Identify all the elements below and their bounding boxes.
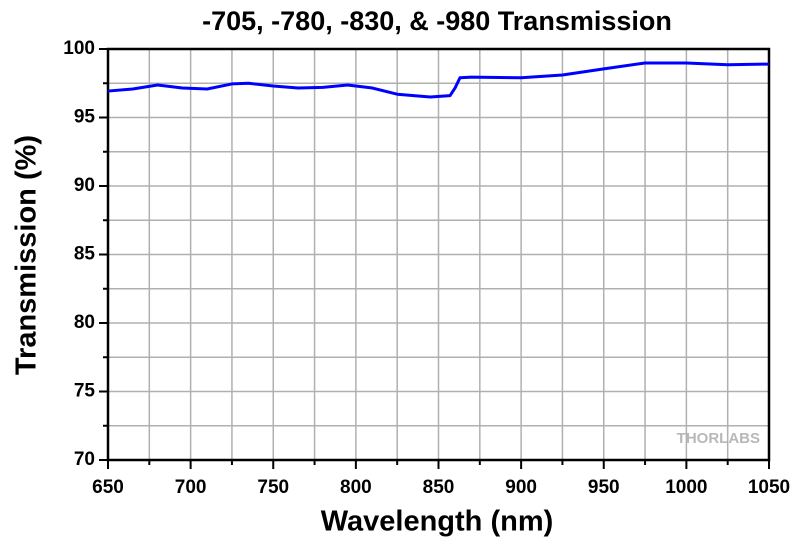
x-tick-label: 750 [257, 477, 289, 498]
chart-title: -705, -780, -830, & -980 Transmission [202, 6, 672, 36]
x-tick-label: 650 [92, 477, 124, 498]
x-tick-label: 950 [588, 477, 620, 498]
y-tick-label: 70 [74, 449, 95, 470]
x-axis-label: Wavelength (nm) [321, 506, 554, 538]
data-line [107, 61, 770, 99]
x-tick-label: 850 [423, 477, 455, 498]
x-tick-label: 900 [505, 477, 537, 498]
x-tick-label: 800 [340, 477, 372, 498]
plot-frame [106, 47, 771, 462]
watermark: THORLABS [677, 430, 760, 447]
x-tick-label: 1000 [665, 477, 707, 498]
y-tick-label: 100 [63, 38, 95, 59]
y-tick-label: 95 [74, 107, 96, 128]
y-tick-label: 75 [74, 381, 96, 402]
y-tick-label: 80 [74, 312, 95, 333]
y-tick-label: 90 [74, 175, 95, 196]
x-tick-label: 1050 [748, 477, 790, 498]
x-tick-label: 700 [175, 477, 207, 498]
y-axis-label: Transmission (%) [11, 135, 43, 375]
y-tick-label: 85 [74, 244, 96, 265]
